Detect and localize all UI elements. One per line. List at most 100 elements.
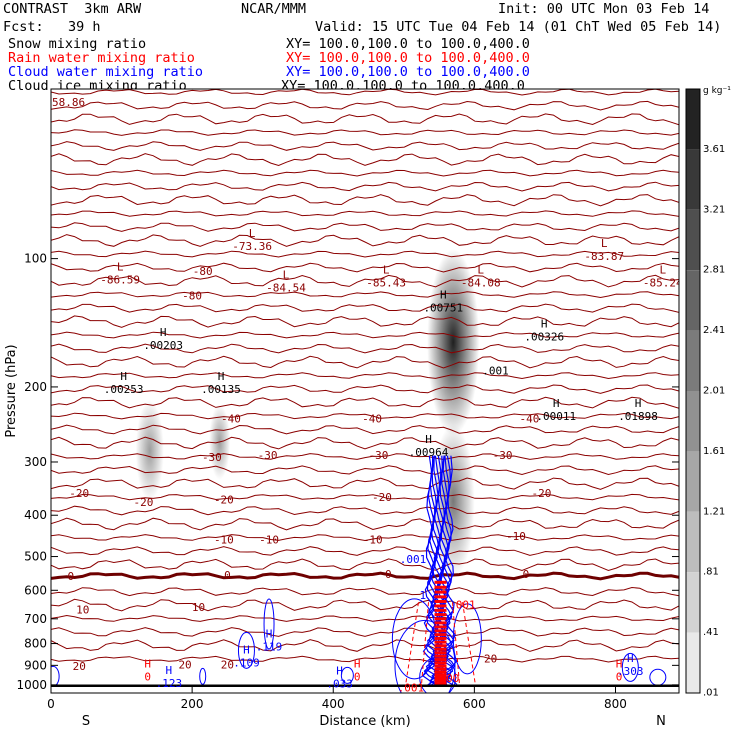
isotherm-2 [51,113,679,126]
isotherm-23 [51,396,679,409]
isotherm-39 [51,614,679,622]
rain-core-segment-11 [434,629,447,633]
temperature-min-marker: L [477,264,484,277]
isotherm-label: -80 [182,289,202,302]
snow-plume-2 [427,249,480,436]
rain-core-segment-12 [434,633,447,637]
y-tick-label: 100 [24,252,47,266]
isotherm-37 [51,586,679,597]
isotherm-label: 20 [73,660,86,673]
isotherm-11 [51,234,679,247]
field-label-snow: Snow mixing ratio [8,36,147,52]
y-tick-label: 400 [24,508,47,522]
rain-core-segment-9 [434,621,447,625]
isotherm-26 [51,436,679,450]
snow-max-value: .00135 [201,383,241,396]
temperature-min-marker: L [659,264,666,277]
x-end-label-south: S [82,714,90,729]
colorbar-band-1 [686,149,700,210]
isotherm-34 [51,546,679,557]
isotherm-label: -30 [493,449,513,462]
isotherm-label: 0 [67,570,74,583]
rain-core-segment-10 [434,625,447,629]
isotherm-0 [51,89,679,96]
snow-max-value: .00203 [143,339,183,352]
isotherm-label: 0 [523,568,530,581]
temperature-min-value: -85.43 [366,277,406,290]
colorbar-tick-label: 2.01 [703,385,725,396]
temperature-min-marker: L [117,260,124,273]
snow-max-value: .00011 [536,410,576,423]
isotherm-41 [51,639,679,653]
isotherm-label: -10 [214,533,234,546]
colorbar-frame [685,88,701,694]
cloud-water-max-marker: H [266,627,273,640]
rain-core-segment-13 [434,636,447,640]
rain-core-segment-5 [434,604,447,608]
cloud-water-contour-label: .001 [400,553,427,566]
init-time: Init: 00 UTC Mon 03 Feb 14 [498,1,710,17]
isotherm-5 [51,153,679,167]
snow-max-value: .01898 [618,410,658,423]
rain-max-marker: H [354,657,361,670]
x-end-label-north: N [656,714,666,729]
isotherm-30 [51,493,679,501]
organization-label: NCAR/MMM [241,1,307,17]
snow-max-value: .00326 [524,331,564,344]
isotherm-13 [51,262,679,273]
cloud-water-cell-2 [199,667,207,685]
colorbar-tick-label: 2.81 [703,265,725,276]
cloud-water-cell-3 [340,666,354,684]
isotherm-label: -20 [214,493,234,506]
temperature-corner-value: 58.86 [52,96,85,109]
snow-max-value: .00751 [423,301,463,314]
isotherm-6 [51,169,679,177]
cloud-water-cell-4 [621,652,639,682]
colorbar-tick-label: 1.21 [703,506,725,517]
colorbar-tick-label: 2.41 [703,325,725,336]
colorbar-band-4 [686,330,700,391]
rain-core-segment-19 [434,658,447,662]
cloud-water-base-1 [394,619,456,693]
model-title: CONTRAST 3km ARW [3,1,142,17]
forecast-hour: Fcst: 39 h [3,19,101,35]
isotherm-label: -20 [531,487,551,500]
snow-max-marker: H [425,433,432,446]
field-label-cloud-water: Cloud water mixing ratio [8,64,204,80]
rain-max-marker: H [616,657,623,670]
cloud-water-base-2 [452,603,482,675]
snow-max-marker: H [440,288,447,301]
isotherm-35 [51,558,679,572]
colorbar-band-9 [686,632,700,693]
plot-frame [50,88,680,694]
isotherm-4 [51,141,679,151]
isotherm-label: -20 [69,487,89,500]
temperature-min-marker: L [601,237,608,250]
isotherm-label: -40 [519,412,539,425]
cloud-water-contour-12 [441,455,456,686]
isotherm-label: -20 [133,496,153,509]
colorbar-band-2 [686,209,700,271]
isotherm-label: -10 [259,533,279,546]
isotherm-label: -30 [258,449,278,462]
y-tick-label: 1000 [16,678,47,692]
rain-core-segment-27 [434,682,447,686]
x-tick-label: 600 [463,697,486,711]
cloud-water-max-marker: H [166,664,173,677]
isotherm-17 [51,315,679,328]
isotherm-label: -10 [506,530,526,543]
isotherm-label: 0 [224,569,231,582]
x-tick-label: 200 [181,697,204,711]
cloud-water-max-marker: H [336,664,343,677]
rain-core-segment-22 [434,667,447,671]
isotherm-label: 20 [178,658,191,671]
valid-time: Valid: 15 UTC Tue 04 Feb 14 (01 ChT Wed … [315,19,722,35]
rain-core-segment-17 [434,651,447,655]
temperature-min-value: -83.87 [584,250,624,263]
isotherm-7 [51,181,679,192]
isotherm-27 [51,453,679,461]
rain-outline-1 [420,602,429,687]
y-tick-label: 800 [24,637,47,651]
temperature-min-marker: L [283,268,290,281]
rain-core-segment-21 [434,664,447,668]
